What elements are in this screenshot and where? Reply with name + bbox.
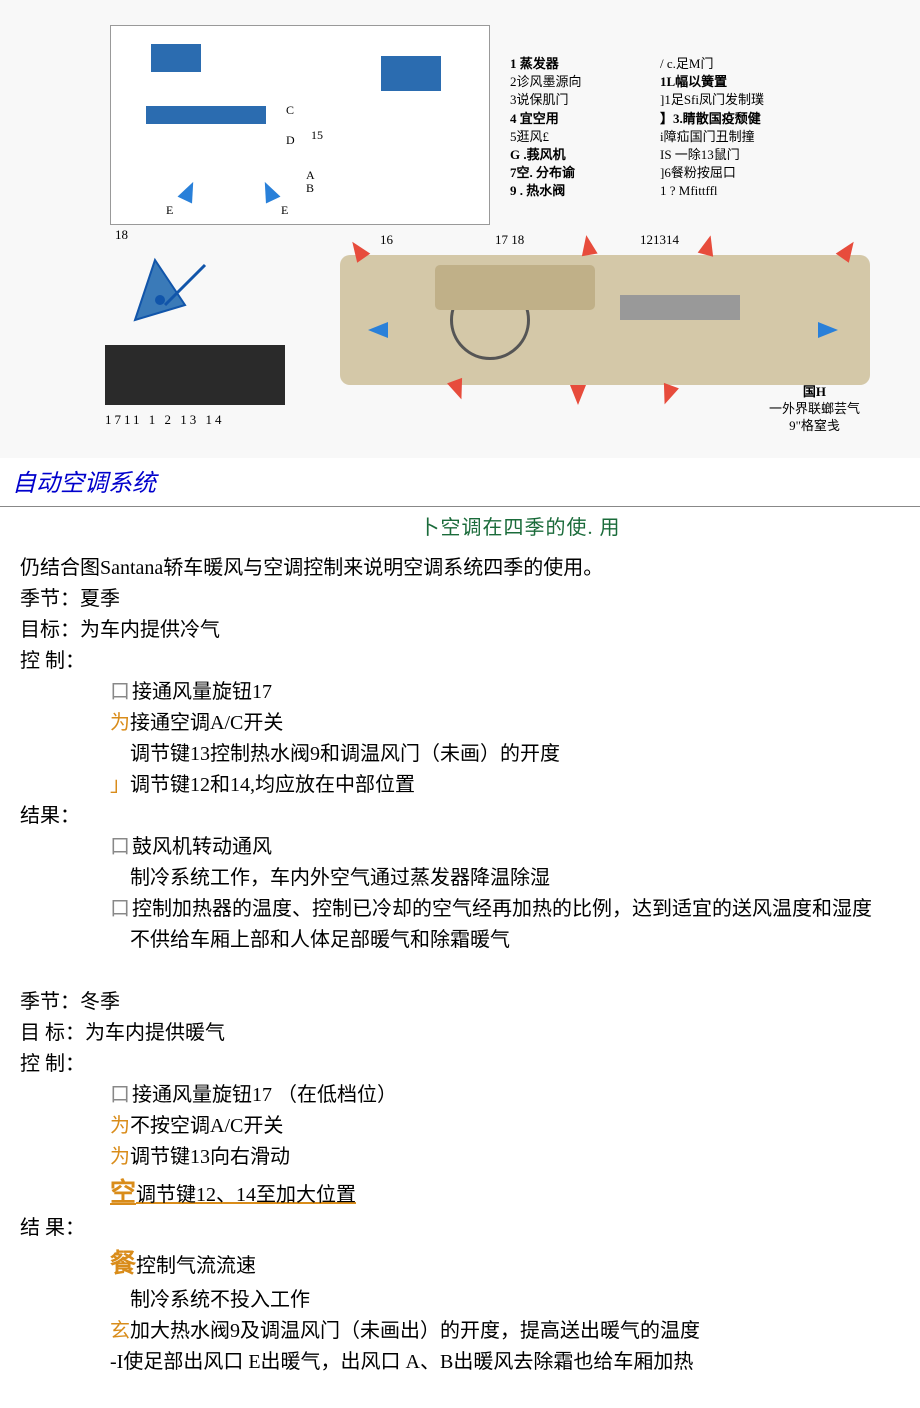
bullet-prefix: 口 [110, 898, 130, 920]
list-item: 口鼓风机转动通风 [20, 832, 900, 863]
list-item-text: 不按空调A/C开关 [130, 1115, 283, 1137]
legend-item: 3说保肌门 [510, 91, 640, 109]
winter-goal: 目 标：为车内提供暖气 [20, 1018, 900, 1049]
label-c: C [286, 101, 294, 119]
legend-item: i障疝国门丑制撞 [660, 128, 840, 146]
bullet-prefix: 空 [110, 1178, 136, 1207]
list-item: 餐控制气流流速 [20, 1244, 900, 1284]
bullet-prefix: 为 [110, 1115, 130, 1137]
section-subheading: 卜空调在四季的使. 用 [0, 513, 920, 543]
list-item-text: 控制气流流速 [136, 1255, 256, 1277]
legend-item: 2诊风墨源向 [510, 73, 640, 91]
bullet-prefix: 餐 [110, 1249, 136, 1278]
diagram-area: C D 15 A B E E 1 蒸发器2诊风墨源向3说保肌门4 宜空用5逛风£… [0, 0, 920, 458]
list-item-text: 鼓风机转动通风 [132, 836, 272, 858]
bullet-prefix: 为 [110, 712, 130, 734]
dash-label-1718: 17 18 [495, 230, 524, 250]
bullet-prefix: 口 [110, 681, 130, 703]
list-item-text: 使足部出风口 E出暖气，出风口 A、B出暖风去除霜也给车厢加热 [123, 1351, 693, 1373]
legend-item: 1 ? Mfittffl [660, 182, 840, 200]
list-item: 口接通风量旋钮17 [20, 677, 900, 708]
bullet-prefix: 口 [110, 1084, 130, 1106]
label-d: D [286, 131, 295, 149]
dash-label-121314: 121314 [640, 230, 679, 250]
label-15: 15 [311, 126, 323, 144]
list-item: 口接通风量旋钮17 （在低档位） [20, 1080, 900, 1111]
list-item: 制冷系统工作，车内外空气通过蒸发器降温除湿 [20, 863, 900, 894]
list-item-text: 制冷系统工作，车内外空气通过蒸发器降温除湿 [130, 867, 550, 889]
summer-season: 季节：夏季 [20, 584, 900, 615]
legend-item: ]1足Sfi凤门发制璞 [660, 91, 840, 109]
list-item-text: 接通风量旋钮17 [132, 681, 272, 703]
list-item-text: 接通空调A/C开关 [130, 712, 283, 734]
summer-res-label: 结果： [20, 801, 900, 832]
winter-ctrl-label: 控 制： [20, 1049, 900, 1080]
list-item-text: 调节键13向右滑动 [130, 1146, 290, 1168]
legend-item: ]6餐粉按屈口 [660, 164, 840, 182]
panel-numbers: 1711 1 2 13 14 [105, 410, 225, 430]
legend-item: 5逛风£ [510, 128, 640, 146]
label-b: B [306, 179, 314, 197]
dashboard-diagram: 16 17 18 121314 国H 一外界联螂芸气 9"格窒戋 [320, 225, 890, 415]
section-heading: 自动空调系统 [0, 458, 920, 507]
bullet-prefix: 」 [110, 774, 130, 796]
list-item-text: 接通风量旋钮17 （在低档位） [132, 1084, 397, 1106]
legend-item: 4 宜空用 [510, 110, 640, 128]
list-item: 玄加大热水阀9及调温风门（未画出）的开度，提高送出暖气的温度 [20, 1316, 900, 1347]
list-item: 为调节键13向右滑动 [20, 1142, 900, 1173]
bullet-prefix: 口 [110, 836, 130, 858]
label-18: 18 [115, 225, 128, 245]
legend-item: 7空. 分布谕 [510, 164, 640, 182]
label-e2: E [281, 201, 288, 219]
list-item-text: 制冷系统不投入工作 [130, 1289, 310, 1311]
list-item-text: 不供给车厢上部和人体足部暖气和除霜暖气 [130, 929, 510, 951]
list-item: -I使足部出风口 E出暖气，出风口 A、B出暖风去除霜也给车厢加热 [20, 1347, 900, 1378]
legend-item: IS 一除13鼠门 [660, 146, 840, 164]
duct-schematic: C D 15 A B E E [110, 25, 490, 225]
legend-item: / c.足M门 [660, 55, 840, 73]
control-panel-diagram: 18 1711 1 2 13 14 [105, 245, 305, 435]
legend-item: 9 . 热水阀 [510, 182, 640, 200]
summer-goal: 目标：为车内提供冷气 [20, 615, 900, 646]
summer-ctrl-label: 控 制： [20, 646, 900, 677]
winter-season: 季节：冬季 [20, 987, 900, 1018]
list-item-text: 调节键12、14至加大位置 [136, 1184, 356, 1206]
list-item: 为不按空调A/C开关 [20, 1111, 900, 1142]
list-item-text: 调节键13控制热水阀9和调温风门（未画）的开度 [130, 743, 560, 765]
list-item: 口控制加热器的温度、控制已冷却的空气经再加热的比例，达到适宜的送风温度和湿度 [20, 894, 900, 925]
label-e1: E [166, 201, 173, 219]
winter-res-label: 结 果： [20, 1213, 900, 1244]
list-item: 空调节键12、14至加大位置 [20, 1173, 900, 1213]
list-item-text: 控制加热器的温度、控制已冷却的空气经再加热的比例，达到适宜的送风温度和湿度 [132, 898, 872, 920]
dash-label-16: 16 [380, 230, 393, 250]
list-item: 为接通空调A/C开关 [20, 708, 900, 739]
legend-item: G .莪风机 [510, 146, 640, 164]
bullet-prefix: 为 [110, 1146, 130, 1168]
list-item-text: 调节键12和14,均应放在中部位置 [130, 774, 415, 796]
bullet-prefix: 玄 [110, 1320, 130, 1342]
legend-item: 1L幅以簧置 [660, 73, 840, 91]
list-item: 」调节键12和14,均应放在中部位置 [20, 770, 900, 801]
list-item: 不供给车厢上部和人体足部暖气和除霜暖气 [20, 925, 900, 956]
list-item-text: 加大热水阀9及调温风门（未画出）的开度，提高送出暖气的温度 [130, 1320, 700, 1342]
list-item: 调节键13控制热水阀9和调温风门（未画）的开度 [20, 739, 900, 770]
list-item: 制冷系统不投入工作 [20, 1285, 900, 1316]
legend-item: 1 蒸发器 [510, 55, 640, 73]
legend-item: 】3.睛散国疫颓健 [660, 110, 840, 128]
intro-text: 仍结合图Santana轿车暖风与空调控制来说明空调系统四季的使用。 [20, 553, 900, 584]
document-body: 仍结合图Santana轿车暖风与空调控制来说明空调系统四季的使用。 季节：夏季 … [0, 553, 920, 1408]
bullet-prefix: -I [110, 1351, 123, 1373]
dash-right-text: 国H 一外界联螂芸气 9"格窒戋 [769, 384, 860, 435]
